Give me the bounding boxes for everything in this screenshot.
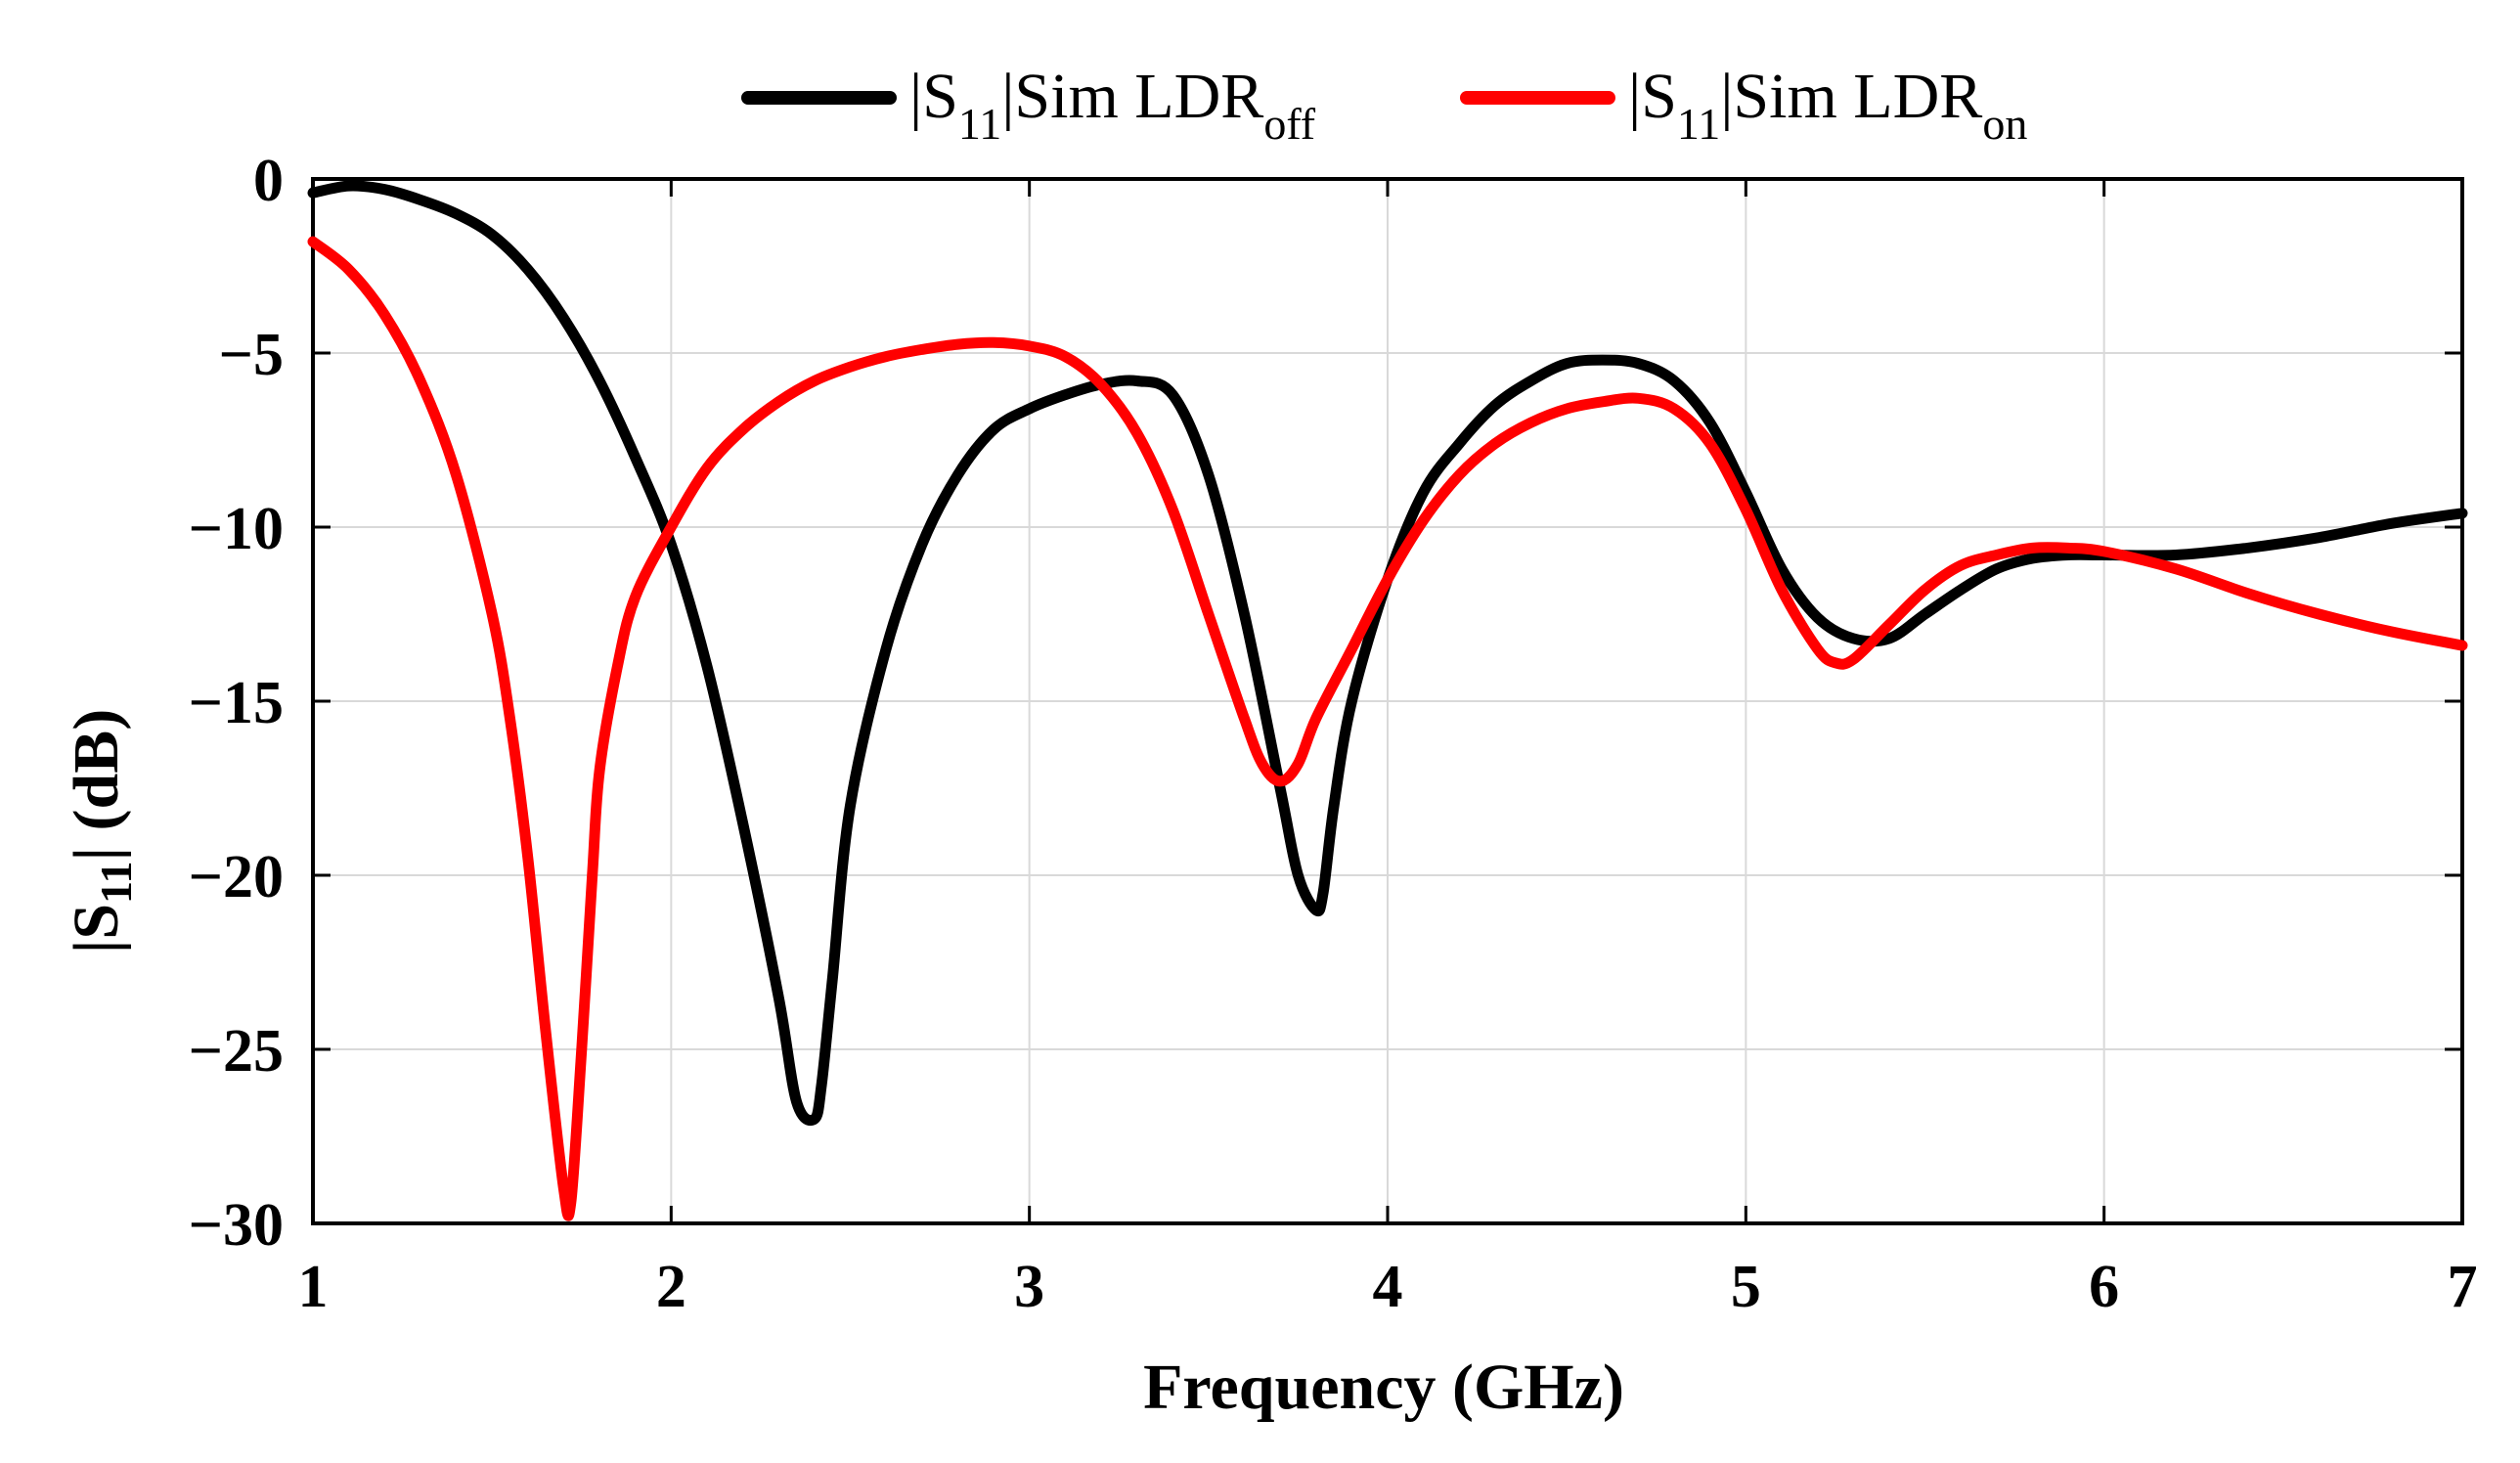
x-tick-label: 2: [656, 1254, 686, 1320]
legend-ldr-off-sub2: off: [1263, 99, 1315, 149]
x-tick-label: 5: [1731, 1254, 1761, 1320]
x-tick-label: 7: [2448, 1254, 2478, 1320]
x-tick-labels: 1 2 3 4 5 6 7: [298, 1254, 2478, 1320]
tick-layer: [311, 177, 2464, 1225]
y-axis-label-suffix: | (dB): [61, 709, 132, 862]
y-tick-label: 0: [253, 148, 284, 214]
x-tick-label: 3: [1014, 1254, 1044, 1320]
legend-ldr-off-sub: 11: [958, 99, 1001, 149]
y-tick-label: −5: [219, 322, 284, 388]
legend-ldr-on-prefix: |S: [1628, 61, 1677, 132]
legend-ldr-on-sub2: on: [1982, 99, 2027, 149]
y-tick-label: −25: [189, 1018, 284, 1085]
y-tick-labels: 0 −5 −10 −15 −20 −25 −30: [189, 148, 284, 1259]
legend: |S11|Sim LDRoff |S11|Sim LDRon: [741, 61, 2027, 149]
x-tick-label: 4: [1373, 1254, 1403, 1320]
x-tick-label: 6: [2089, 1254, 2119, 1320]
series-line-ldr-off: [307, 180, 2468, 1127]
y-axis-label-prefix: |S: [61, 904, 132, 953]
x-axis-label: Frequency (GHz): [1143, 1352, 1624, 1423]
legend-label-ldr-on: |S11|Sim LDRon: [1628, 61, 2027, 149]
y-tick-label: −30: [189, 1192, 284, 1259]
y-tick-label: −10: [189, 496, 284, 562]
legend-ldr-on-sub: 11: [1677, 99, 1720, 149]
legend-label-ldr-off: |S11|Sim LDRoff: [909, 61, 1316, 149]
series-line-ldr-on: [307, 236, 2468, 1221]
legend-ldr-off-prefix: |S: [909, 61, 958, 132]
y-tick-label: −15: [189, 670, 284, 736]
y-axis-label-subscript: 11: [91, 862, 141, 904]
y-tick-label: −20: [189, 844, 284, 910]
legend-ldr-on-mid: |Sim LDR: [1720, 61, 1982, 132]
y-axis-label: |S11| (dB): [61, 709, 141, 953]
legend-ldr-off-mid: |Sim LDR: [1001, 61, 1263, 132]
x-tick-label: 1: [298, 1254, 329, 1320]
series-layer: [307, 180, 2468, 1221]
